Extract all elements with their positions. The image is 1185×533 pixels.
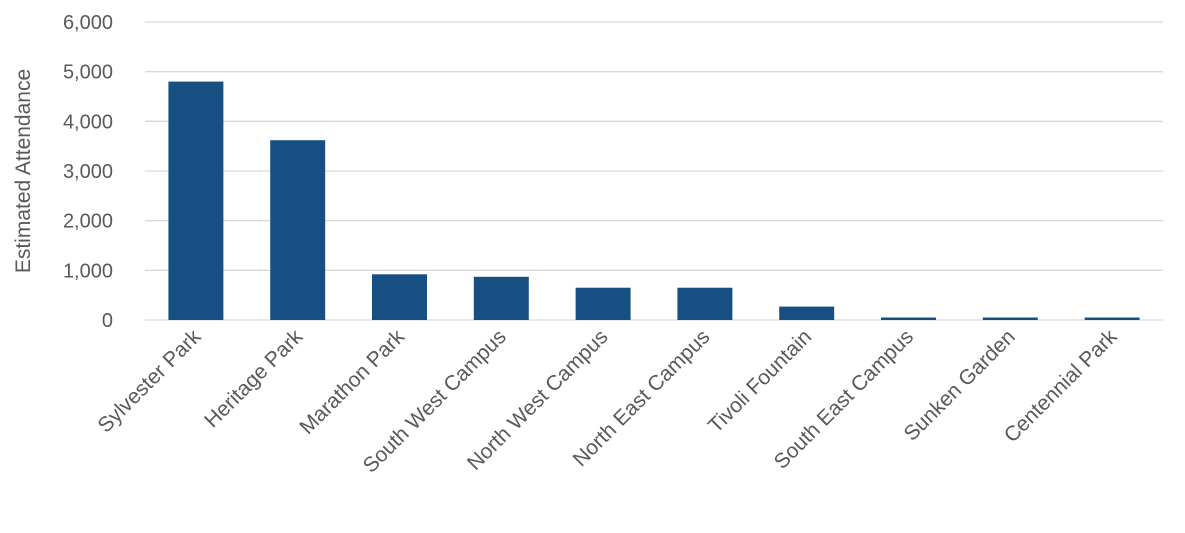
- y-axis-tick-labels: 0 1,000 2,000 3,000 4,000 5,000 6,000: [63, 12, 113, 332]
- y-tick-label: 1,000: [63, 260, 113, 282]
- y-tick-label: 4,000: [63, 111, 113, 133]
- x-category-label: Heritage Park: [200, 325, 307, 432]
- y-tick-label: 6,000: [63, 12, 113, 34]
- bar: [982, 317, 1038, 320]
- y-axis-title: Estimated Attendance: [12, 69, 35, 273]
- y-tick-label: 2,000: [63, 211, 113, 233]
- bar: [575, 287, 631, 320]
- bar: [1084, 317, 1140, 320]
- x-category-label: Tivoli Fountain: [704, 325, 816, 437]
- x-category-label: Marathon Park: [295, 325, 409, 439]
- bar: [473, 276, 529, 320]
- y-tick-label: 0: [102, 310, 113, 332]
- y-tick-label: 3,000: [63, 161, 113, 183]
- bar: [881, 317, 936, 320]
- y-tick-label: 5,000: [63, 62, 113, 84]
- bar: [677, 287, 733, 320]
- bar: [168, 81, 224, 320]
- bar: [270, 140, 326, 320]
- bars: [168, 81, 1140, 320]
- x-category-label: Sylvester Park: [93, 325, 205, 437]
- bar: [779, 306, 835, 320]
- bar: [372, 274, 427, 320]
